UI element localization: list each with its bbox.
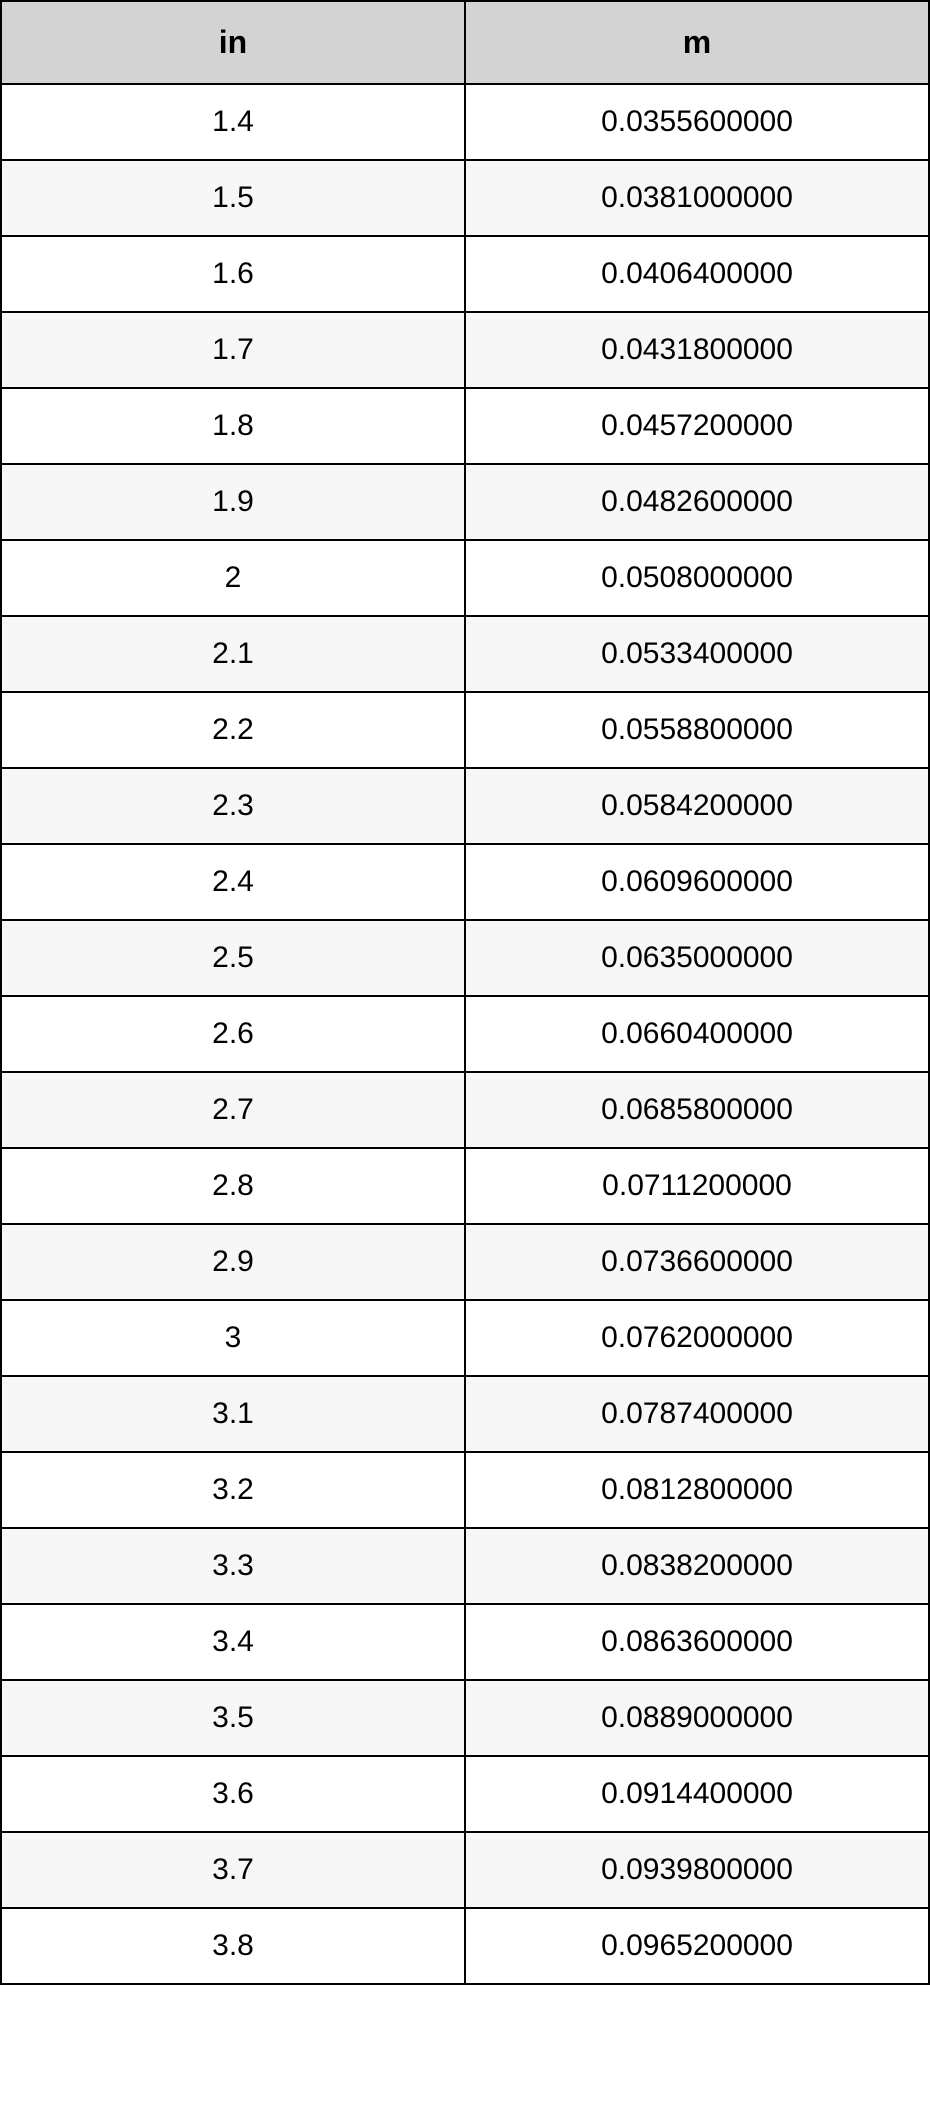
cell-in: 3.7 <box>1 1832 465 1908</box>
header-in: in <box>1 1 465 84</box>
cell-in: 2.8 <box>1 1148 465 1224</box>
cell-in: 2.7 <box>1 1072 465 1148</box>
cell-in: 3.2 <box>1 1452 465 1528</box>
cell-in: 2.6 <box>1 996 465 1072</box>
cell-m: 0.0609600000 <box>465 844 929 920</box>
cell-in: 1.9 <box>1 464 465 540</box>
cell-m: 0.0762000000 <box>465 1300 929 1376</box>
cell-m: 0.0457200000 <box>465 388 929 464</box>
cell-m: 0.0965200000 <box>465 1908 929 1984</box>
cell-in: 1.6 <box>1 236 465 312</box>
table-row: 1.70.0431800000 <box>1 312 929 388</box>
cell-in: 3.5 <box>1 1680 465 1756</box>
cell-m: 0.0685800000 <box>465 1072 929 1148</box>
table-row: 1.50.0381000000 <box>1 160 929 236</box>
header-row: in m <box>1 1 929 84</box>
table-row: 3.60.0914400000 <box>1 1756 929 1832</box>
cell-in: 2.4 <box>1 844 465 920</box>
cell-m: 0.0863600000 <box>465 1604 929 1680</box>
cell-m: 0.0736600000 <box>465 1224 929 1300</box>
cell-m: 0.0584200000 <box>465 768 929 844</box>
table-row: 3.20.0812800000 <box>1 1452 929 1528</box>
table-row: 2.50.0635000000 <box>1 920 929 996</box>
cell-m: 0.0812800000 <box>465 1452 929 1528</box>
cell-in: 3.1 <box>1 1376 465 1452</box>
conversion-table-container: in m 1.40.03556000001.50.03810000001.60.… <box>0 0 930 1985</box>
cell-m: 0.0355600000 <box>465 84 929 160</box>
table-body: 1.40.03556000001.50.03810000001.60.04064… <box>1 84 929 1984</box>
table-row: 30.0762000000 <box>1 1300 929 1376</box>
cell-in: 3.6 <box>1 1756 465 1832</box>
table-row: 20.0508000000 <box>1 540 929 616</box>
cell-in: 1.8 <box>1 388 465 464</box>
cell-m: 0.0508000000 <box>465 540 929 616</box>
table-row: 2.70.0685800000 <box>1 1072 929 1148</box>
cell-in: 3.3 <box>1 1528 465 1604</box>
cell-m: 0.0914400000 <box>465 1756 929 1832</box>
cell-in: 2.9 <box>1 1224 465 1300</box>
table-row: 1.80.0457200000 <box>1 388 929 464</box>
table-row: 3.10.0787400000 <box>1 1376 929 1452</box>
cell-in: 3.8 <box>1 1908 465 1984</box>
table-row: 2.40.0609600000 <box>1 844 929 920</box>
cell-m: 0.0889000000 <box>465 1680 929 1756</box>
cell-m: 0.0431800000 <box>465 312 929 388</box>
cell-in: 1.7 <box>1 312 465 388</box>
cell-in: 3 <box>1 1300 465 1376</box>
cell-in: 3.4 <box>1 1604 465 1680</box>
cell-in: 2.2 <box>1 692 465 768</box>
table-row: 3.30.0838200000 <box>1 1528 929 1604</box>
cell-m: 0.0939800000 <box>465 1832 929 1908</box>
header-m: m <box>465 1 929 84</box>
table-row: 1.90.0482600000 <box>1 464 929 540</box>
table-row: 2.30.0584200000 <box>1 768 929 844</box>
cell-m: 0.0533400000 <box>465 616 929 692</box>
cell-m: 0.0482600000 <box>465 464 929 540</box>
conversion-table: in m 1.40.03556000001.50.03810000001.60.… <box>0 0 930 1985</box>
cell-in: 1.4 <box>1 84 465 160</box>
table-row: 1.60.0406400000 <box>1 236 929 312</box>
table-row: 2.80.0711200000 <box>1 1148 929 1224</box>
table-row: 1.40.0355600000 <box>1 84 929 160</box>
table-header: in m <box>1 1 929 84</box>
cell-m: 0.0406400000 <box>465 236 929 312</box>
table-row: 2.20.0558800000 <box>1 692 929 768</box>
cell-in: 2.1 <box>1 616 465 692</box>
cell-m: 0.0381000000 <box>465 160 929 236</box>
cell-m: 0.0787400000 <box>465 1376 929 1452</box>
table-row: 3.50.0889000000 <box>1 1680 929 1756</box>
cell-in: 2.3 <box>1 768 465 844</box>
cell-m: 0.0635000000 <box>465 920 929 996</box>
cell-m: 0.0660400000 <box>465 996 929 1072</box>
table-row: 2.90.0736600000 <box>1 1224 929 1300</box>
table-row: 3.70.0939800000 <box>1 1832 929 1908</box>
table-row: 3.40.0863600000 <box>1 1604 929 1680</box>
cell-m: 0.0558800000 <box>465 692 929 768</box>
cell-in: 2 <box>1 540 465 616</box>
table-row: 2.60.0660400000 <box>1 996 929 1072</box>
cell-in: 1.5 <box>1 160 465 236</box>
cell-in: 2.5 <box>1 920 465 996</box>
cell-m: 0.0711200000 <box>465 1148 929 1224</box>
table-row: 2.10.0533400000 <box>1 616 929 692</box>
cell-m: 0.0838200000 <box>465 1528 929 1604</box>
table-row: 3.80.0965200000 <box>1 1908 929 1984</box>
